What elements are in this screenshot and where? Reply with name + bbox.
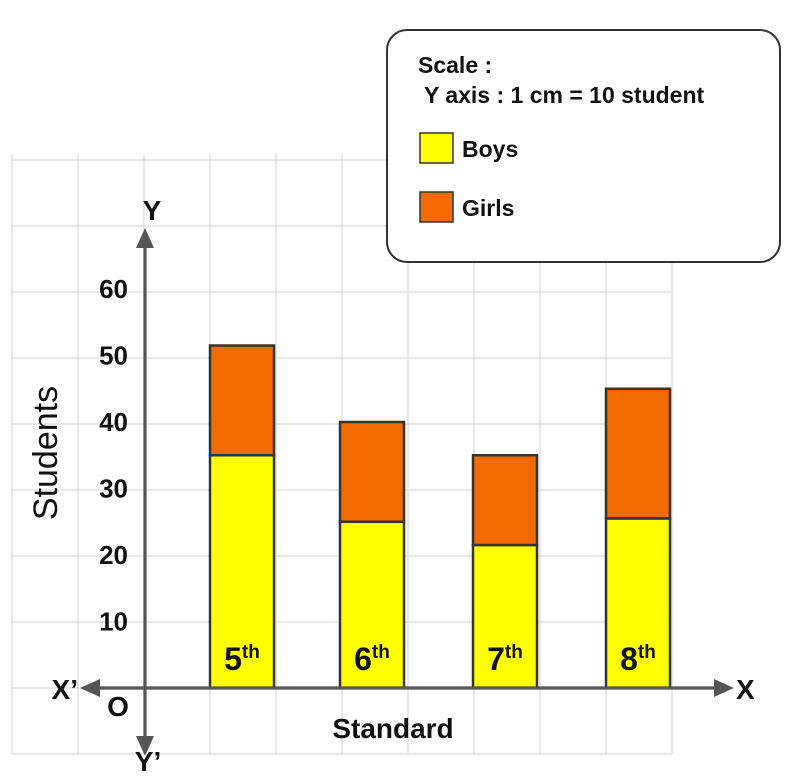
category-label-8th: 8th bbox=[620, 641, 656, 677]
legend-swatch-girls bbox=[419, 191, 454, 223]
legend-box bbox=[386, 29, 781, 263]
y-tick-label: 60 bbox=[99, 274, 128, 304]
y-axis-label: Students bbox=[27, 386, 65, 520]
x-axis-arrow-left bbox=[80, 679, 100, 697]
legend-scale-title: Scale : bbox=[418, 52, 492, 78]
x-axis-label: Standard bbox=[332, 713, 453, 744]
bar-boys-8th bbox=[604, 517, 672, 690]
bar-girls-6th bbox=[338, 420, 406, 523]
y-tick-label: 40 bbox=[99, 407, 128, 437]
category-labels: 5th 6th 7th 8th bbox=[224, 641, 656, 677]
y-tick-label: 10 bbox=[99, 607, 128, 637]
legend: Scale : Y axis : 1 cm = 10 student Boys … bbox=[386, 29, 781, 263]
y-tick-label: 50 bbox=[99, 341, 128, 371]
y-neg-axis-letter: Y’ bbox=[135, 746, 161, 777]
bars bbox=[208, 344, 672, 690]
y-tick-label: 30 bbox=[99, 474, 128, 504]
category-label-6th: 6th bbox=[354, 641, 390, 677]
legend-label-boys: Boys bbox=[462, 136, 518, 162]
x-axis-arrow-right bbox=[714, 679, 734, 697]
category-label-5th: 5th bbox=[224, 641, 260, 677]
bar-girls-7th bbox=[471, 454, 539, 547]
x-neg-axis-letter: X’ bbox=[52, 674, 78, 705]
legend-swatch-boys bbox=[419, 132, 454, 164]
bar-girls-8th bbox=[604, 387, 672, 520]
axes bbox=[80, 228, 734, 756]
legend-label-girls: Girls bbox=[462, 195, 514, 221]
bar-boys-6th bbox=[338, 520, 406, 690]
x-axis-letter: X bbox=[736, 674, 755, 705]
bar-boys-7th bbox=[471, 543, 539, 690]
y-axis-arrow-down bbox=[136, 736, 154, 756]
y-axis-letter: Y bbox=[143, 195, 162, 226]
y-tick-label: 20 bbox=[99, 540, 128, 570]
y-tick-labels: 10 20 30 40 50 60 bbox=[99, 274, 128, 637]
origin-letter: O bbox=[107, 691, 129, 722]
bar-girls-5th bbox=[208, 344, 276, 457]
y-axis-arrow-up bbox=[136, 228, 154, 248]
legend-scale-text: Y axis : 1 cm = 10 student bbox=[424, 82, 705, 108]
category-label-7th: 7th bbox=[487, 641, 523, 677]
